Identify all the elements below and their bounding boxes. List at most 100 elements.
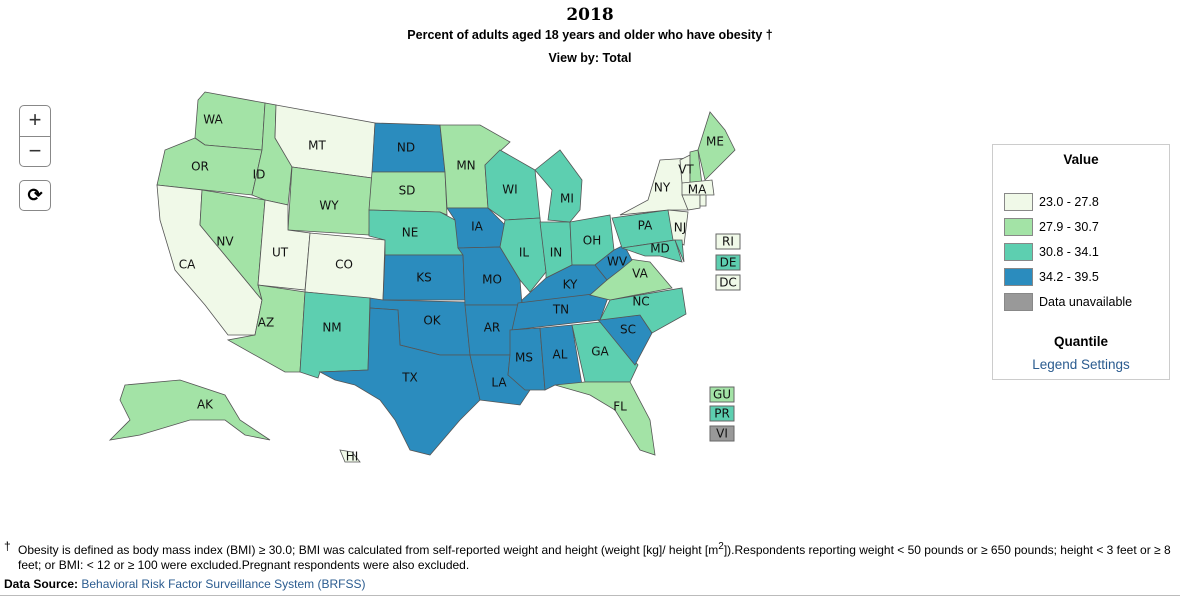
state-label: OR <box>191 160 209 174</box>
legend-swatch <box>1004 242 1033 261</box>
footnote-text-2: ]).Respondents reporting weight < 50 pou… <box>18 543 1171 572</box>
divider <box>0 595 1180 596</box>
state-label: ID <box>253 168 266 182</box>
state-label: NJ <box>674 221 687 235</box>
state-label: WY <box>319 199 339 213</box>
state-label: NE <box>402 226 419 240</box>
state-label: CO <box>335 258 353 272</box>
state-label: NV <box>216 235 234 249</box>
state-label: MO <box>482 273 502 287</box>
state-mi[interactable] <box>534 149 583 223</box>
state-label: AR <box>484 321 501 335</box>
state-de[interactable] <box>674 239 685 263</box>
view-by-label: View by: Total <box>548 51 632 65</box>
state-ma[interactable] <box>681 179 715 196</box>
state-ak[interactable] <box>108 379 271 441</box>
legend-label: 30.8 - 34.1 <box>1039 244 1099 259</box>
state-label: ME <box>706 135 724 149</box>
state-label: SD <box>399 184 416 198</box>
state-label: LA <box>491 376 507 390</box>
territory-label: RI <box>722 235 734 249</box>
state-label: FL <box>613 400 627 414</box>
state-label: KY <box>563 278 578 292</box>
state-label: UT <box>272 246 289 260</box>
legend-swatch <box>1004 292 1033 311</box>
legend-swatch <box>1004 267 1033 286</box>
data-source: Data Source: Behavioral Risk Factor Surv… <box>4 577 365 591</box>
legend-settings-link[interactable]: Legend Settings <box>1032 357 1130 372</box>
territory-gu[interactable] <box>709 386 735 403</box>
territory-label: DC <box>719 276 737 290</box>
footnote-superscript: 2 <box>718 541 724 552</box>
state-label: IA <box>471 220 484 234</box>
legend-label: Data unavailable <box>1039 294 1133 309</box>
state-fl[interactable] <box>554 381 656 456</box>
state-label: NC <box>632 295 649 309</box>
state-il[interactable] <box>499 217 547 293</box>
legend-label: 27.9 - 30.7 <box>1039 219 1099 234</box>
zoom-out-button[interactable]: − <box>20 136 50 167</box>
territory-label: VI <box>716 427 728 441</box>
state-ct[interactable] <box>681 194 701 211</box>
state-label: AL <box>553 348 568 362</box>
state-tx[interactable] <box>318 307 481 456</box>
state-label: TX <box>401 371 418 385</box>
state-label: WI <box>502 183 517 197</box>
legend-title: Value <box>1063 152 1099 167</box>
territory-label: DE <box>720 256 737 270</box>
state-me[interactable] <box>697 111 736 181</box>
legend-swatch <box>1004 192 1033 211</box>
footnote-dagger: † <box>4 539 11 553</box>
state-nm[interactable] <box>299 291 371 379</box>
state-label: MT <box>308 139 326 153</box>
footnote-text: Obesity is defined as body mass index (B… <box>18 543 719 557</box>
territory-vi[interactable] <box>709 425 735 442</box>
state-label: MI <box>560 192 574 206</box>
state-label: MD <box>650 242 670 256</box>
legend-item[interactable]: 27.9 - 30.7 <box>993 214 1169 239</box>
state-label: NM <box>322 321 341 335</box>
state-nj[interactable] <box>667 209 689 246</box>
state-label: WA <box>203 113 223 127</box>
map-subtitle: Percent of adults aged 18 years and olde… <box>407 28 773 42</box>
legend-item[interactable]: Data unavailable <box>993 289 1169 314</box>
reset-map-button[interactable]: ⟳ <box>19 180 51 211</box>
state-md[interactable] <box>621 239 683 263</box>
state-label: TN <box>552 303 569 317</box>
state-label: HI <box>346 450 359 464</box>
state-ri[interactable] <box>699 194 707 207</box>
territory-pr[interactable] <box>709 405 735 422</box>
data-source-label: Data Source: <box>4 577 79 591</box>
state-label: MA <box>688 183 707 197</box>
state-label: VA <box>632 267 648 281</box>
territory-label: GU <box>713 388 731 402</box>
state-wv[interactable] <box>594 244 633 281</box>
state-label: MN <box>456 159 475 173</box>
footnote: † Obesity is defined as body mass index … <box>4 539 1179 573</box>
territory-ri[interactable] <box>715 233 741 250</box>
state-label: WV <box>607 255 628 269</box>
state-label: PA <box>638 219 653 233</box>
state-label: NY <box>654 181 671 195</box>
state-hi[interactable] <box>339 449 361 463</box>
legend-item[interactable]: 23.0 - 27.8 <box>993 189 1169 214</box>
refresh-icon: ⟳ <box>27 185 43 205</box>
legend-swatch <box>1004 217 1033 236</box>
state-label: GA <box>591 345 609 359</box>
legend-item[interactable]: 30.8 - 34.1 <box>993 239 1169 264</box>
state-label: VT <box>678 163 694 177</box>
zoom-in-button[interactable]: + <box>28 107 42 132</box>
state-label: SC <box>620 323 636 337</box>
state-label: CA <box>179 258 196 272</box>
data-source-link[interactable]: Behavioral Risk Factor Surveillance Syst… <box>81 577 366 591</box>
legend: Value 23.0 - 27.8 27.9 - 30.7 30.8 - 34.1 3… <box>992 144 1170 380</box>
state-label: AK <box>197 398 214 412</box>
state-ga[interactable] <box>571 321 639 383</box>
state-label: IL <box>519 246 530 260</box>
state-label: AZ <box>258 316 274 330</box>
territory-de[interactable] <box>715 254 741 271</box>
legend-item[interactable]: 34.2 - 39.5 <box>993 264 1169 289</box>
state-label: OH <box>583 234 601 248</box>
territory-dc[interactable] <box>715 274 741 291</box>
